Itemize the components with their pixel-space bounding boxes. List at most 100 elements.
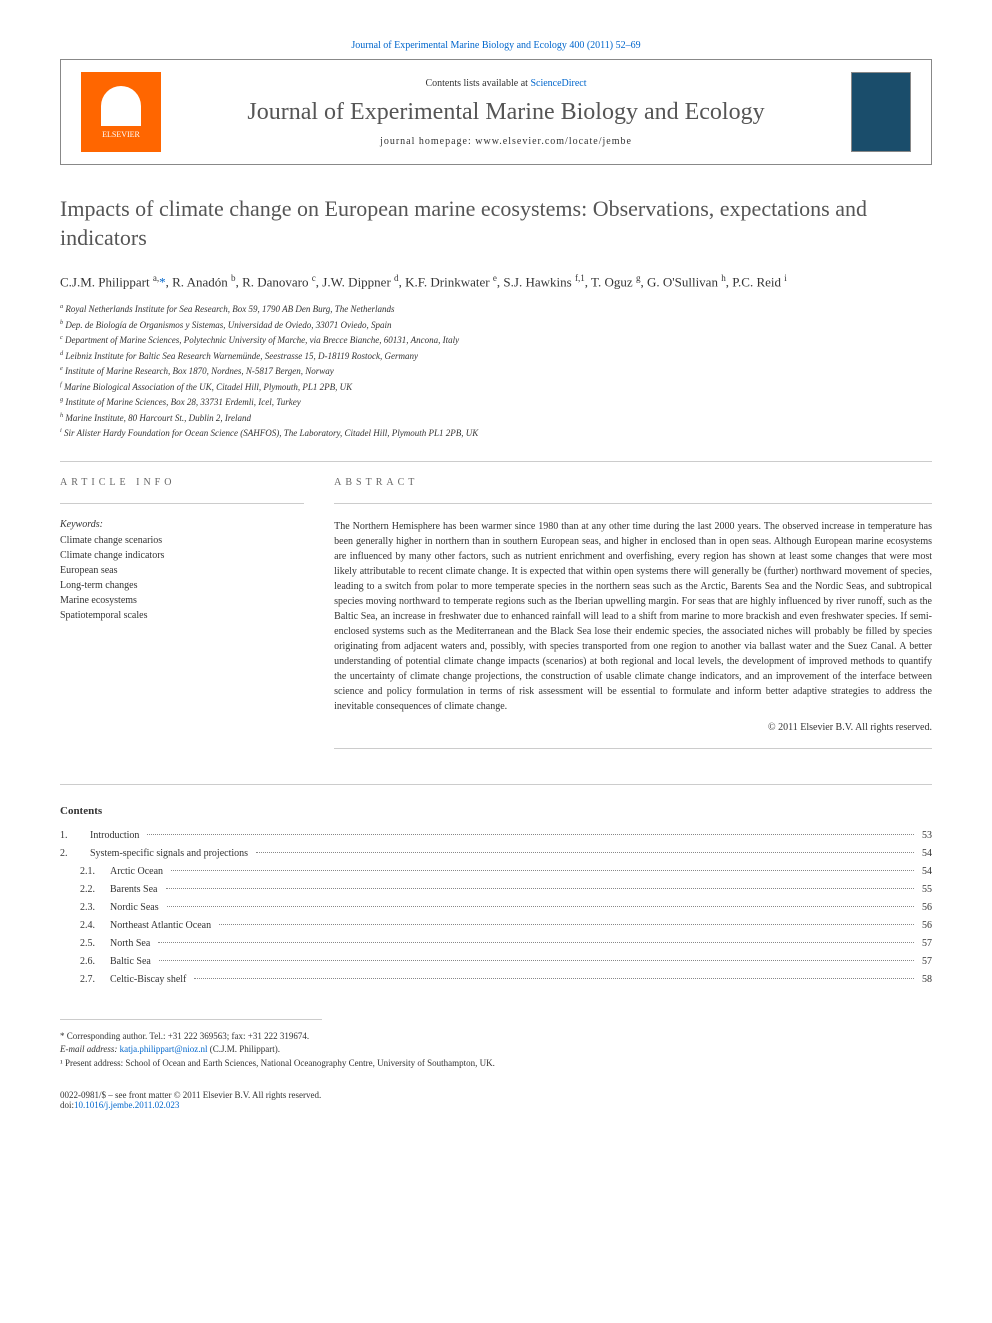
toc-row[interactable]: 2.System-specific signals and projection… xyxy=(60,845,932,863)
article-title: Impacts of climate change on European ma… xyxy=(60,195,932,252)
affiliation-item: b Dep. de Biología de Organismos y Siste… xyxy=(60,318,932,333)
toc-row[interactable]: 2.5.North Sea 57 xyxy=(60,935,932,953)
contents-header: Contents xyxy=(60,805,932,817)
article-info-header: ARTICLE INFO xyxy=(60,477,304,488)
email-line: E-mail address: katja.philippart@nioz.nl… xyxy=(60,1043,932,1057)
affiliation-item: i Sir Alister Hardy Foundation for Ocean… xyxy=(60,426,932,441)
email-label: E-mail address: xyxy=(60,1044,120,1054)
toc-row[interactable]: 2.3.Nordic Seas 56 xyxy=(60,899,932,917)
elsevier-logo: ELSEVIER xyxy=(81,72,161,152)
toc-page: 54 xyxy=(918,845,932,863)
footer-divider xyxy=(60,1019,322,1020)
toc-label: Baltic Sea xyxy=(110,953,155,971)
keyword-item: Climate change indicators xyxy=(60,548,304,563)
toc-label: Introduction xyxy=(90,827,143,845)
journal-cover-thumbnail xyxy=(851,72,911,152)
affiliation-item: h Marine Institute, 80 Harcourt St., Dub… xyxy=(60,411,932,426)
journal-header-box: ELSEVIER Contents lists available at Sci… xyxy=(60,59,932,165)
issn-line: 0022-0981/$ – see front matter © 2011 El… xyxy=(60,1090,932,1100)
toc-dots xyxy=(147,834,914,835)
toc-label: Celtic-Biscay shelf xyxy=(110,971,190,989)
elsevier-tree-icon xyxy=(101,86,141,126)
elsevier-label: ELSEVIER xyxy=(102,130,140,139)
divider xyxy=(60,503,304,504)
divider xyxy=(334,503,932,504)
journal-homepage: journal homepage: www.elsevier.com/locat… xyxy=(181,136,831,147)
toc-row[interactable]: 2.1.Arctic Ocean54 xyxy=(60,863,932,881)
toc-dots xyxy=(194,978,914,979)
toc-row[interactable]: 2.4.Northeast Atlantic Ocean 56 xyxy=(60,917,932,935)
toc-number: 2.5. xyxy=(60,935,110,953)
corresponding-author: * Corresponding author. Tel.: +31 222 36… xyxy=(60,1030,932,1044)
toc-number: 2.3. xyxy=(60,899,110,917)
keyword-item: European seas xyxy=(60,563,304,578)
table-of-contents: 1.Introduction532.System-specific signal… xyxy=(60,827,932,989)
keyword-item: Climate change scenarios xyxy=(60,533,304,548)
affiliation-item: e Institute of Marine Research, Box 1870… xyxy=(60,364,932,379)
toc-label: System-specific signals and projections xyxy=(90,845,252,863)
toc-number: 2.6. xyxy=(60,953,110,971)
footer-notes: * Corresponding author. Tel.: +31 222 36… xyxy=(60,1030,932,1071)
toc-page: 56 xyxy=(918,917,932,935)
toc-number: 2. xyxy=(60,845,90,863)
toc-dots xyxy=(167,906,914,907)
divider xyxy=(60,461,932,462)
doi-line: doi:10.1016/j.jembe.2011.02.023 xyxy=(60,1100,932,1110)
toc-label: Barents Sea xyxy=(110,881,162,899)
email-suffix: (C.J.M. Philippart). xyxy=(207,1044,280,1054)
toc-number: 2.7. xyxy=(60,971,110,989)
toc-label: North Sea xyxy=(110,935,154,953)
toc-row[interactable]: 2.6.Baltic Sea 57 xyxy=(60,953,932,971)
homepage-url[interactable]: www.elsevier.com/locate/jembe xyxy=(475,136,632,147)
keyword-item: Spatiotemporal scales xyxy=(60,608,304,623)
toc-dots xyxy=(158,942,914,943)
toc-page: 54 xyxy=(918,863,932,881)
toc-page: 56 xyxy=(918,899,932,917)
keyword-item: Marine ecosystems xyxy=(60,593,304,608)
journal-title: Journal of Experimental Marine Biology a… xyxy=(181,99,831,126)
divider xyxy=(334,748,932,749)
toc-row[interactable]: 1.Introduction 53 xyxy=(60,827,932,845)
toc-dots xyxy=(171,870,914,871)
toc-page: 57 xyxy=(918,935,932,953)
present-address: ¹ Present address: School of Ocean and E… xyxy=(60,1057,932,1071)
doi-link[interactable]: 10.1016/j.jembe.2011.02.023 xyxy=(74,1100,179,1110)
toc-label: Nordic Seas xyxy=(110,899,163,917)
toc-dots xyxy=(166,888,915,889)
toc-row[interactable]: 2.2.Barents Sea 55 xyxy=(60,881,932,899)
affiliation-item: f Marine Biological Association of the U… xyxy=(60,380,932,395)
authors-list: C.J.M. Philippart a,*, R. Anadón b, R. D… xyxy=(60,272,932,292)
toc-number: 2.1. xyxy=(60,863,110,881)
abstract-column: ABSTRACT The Northern Hemisphere has bee… xyxy=(334,477,932,764)
toc-number: 2.4. xyxy=(60,917,110,935)
info-abstract-row: ARTICLE INFO Keywords: Climate change sc… xyxy=(60,477,932,764)
keywords-label: Keywords: xyxy=(60,519,304,530)
toc-label: Northeast Atlantic Ocean xyxy=(110,917,215,935)
doi-block: 0022-0981/$ – see front matter © 2011 El… xyxy=(60,1090,932,1110)
toc-number: 2.2. xyxy=(60,881,110,899)
contents-prefix: Contents lists available at xyxy=(425,78,530,89)
toc-dots xyxy=(256,852,914,853)
affiliation-item: g Institute of Marine Sciences, Box 28, … xyxy=(60,395,932,410)
abstract-text: The Northern Hemisphere has been warmer … xyxy=(334,519,932,714)
homepage-prefix: journal homepage: xyxy=(380,136,475,147)
affiliation-item: d Leibniz Institute for Baltic Sea Resea… xyxy=(60,349,932,364)
toc-number: 1. xyxy=(60,827,90,845)
affiliation-item: c Department of Marine Sciences, Polytec… xyxy=(60,333,932,348)
journal-citation[interactable]: Journal of Experimental Marine Biology a… xyxy=(60,40,932,51)
keywords-list: Climate change scenariosClimate change i… xyxy=(60,533,304,623)
toc-page: 55 xyxy=(918,881,932,899)
toc-page: 53 xyxy=(918,827,932,845)
header-center: Contents lists available at ScienceDirec… xyxy=(181,78,831,147)
article-info-column: ARTICLE INFO Keywords: Climate change sc… xyxy=(60,477,304,764)
doi-prefix: doi: xyxy=(60,1100,74,1110)
contents-available: Contents lists available at ScienceDirec… xyxy=(181,78,831,89)
affiliations-list: a Royal Netherlands Institute for Sea Re… xyxy=(60,302,932,441)
email-link[interactable]: katja.philippart@nioz.nl xyxy=(120,1044,208,1054)
toc-page: 57 xyxy=(918,953,932,971)
toc-dots xyxy=(219,924,914,925)
toc-dots xyxy=(159,960,914,961)
affiliation-item: a Royal Netherlands Institute for Sea Re… xyxy=(60,302,932,317)
toc-row[interactable]: 2.7.Celtic-Biscay shelf58 xyxy=(60,971,932,989)
sciencedirect-link[interactable]: ScienceDirect xyxy=(530,78,586,89)
